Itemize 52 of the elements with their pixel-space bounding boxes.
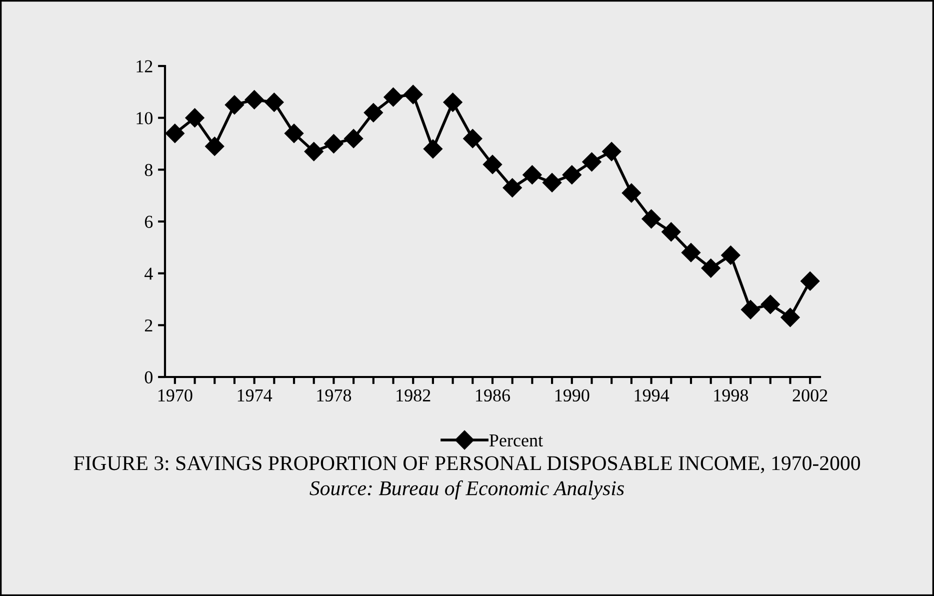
point <box>502 178 522 198</box>
point <box>780 308 800 327</box>
point <box>344 129 364 148</box>
point <box>602 142 622 162</box>
y-tick-label: 10 <box>136 112 153 124</box>
point <box>284 124 304 143</box>
x-tick-label: 1986 <box>476 389 510 402</box>
point <box>443 92 462 112</box>
point <box>185 108 204 128</box>
y-tick-label: 6 <box>144 216 153 228</box>
point <box>264 92 284 112</box>
point <box>662 222 681 242</box>
text: FIGURE 3: SAVINGS PROPORTION OF PERSONAL DISPOSABLE INCOME, 1970-2000 <box>74 456 860 474</box>
y-tick-label: 2 <box>144 319 152 332</box>
x-tick-label: 1974 <box>238 389 272 402</box>
point <box>800 272 820 291</box>
point <box>642 209 661 228</box>
point <box>760 294 780 314</box>
legend-label: Percent <box>489 434 543 446</box>
point <box>205 136 224 156</box>
point <box>324 134 344 154</box>
point <box>622 183 641 203</box>
point <box>244 90 264 110</box>
x-tick-label: 1990 <box>555 389 590 402</box>
point <box>740 300 760 320</box>
point <box>304 142 324 162</box>
x-tick-label: 1994 <box>634 389 670 402</box>
point <box>482 154 502 174</box>
y-tick-label: 8 <box>144 164 153 176</box>
x-tick-label: 2002 <box>792 389 828 402</box>
point <box>463 129 482 148</box>
point <box>522 165 542 184</box>
x-tick-label: 1998 <box>714 389 748 402</box>
source-note: Source: Bureau of Economic Analysis <box>310 480 624 500</box>
point <box>224 95 244 114</box>
point <box>701 258 720 278</box>
point <box>364 103 383 122</box>
x-tick-label: 1982 <box>396 389 430 402</box>
point <box>681 243 701 262</box>
x-tick-label: 1978 <box>317 389 352 402</box>
point <box>165 124 184 143</box>
y-tick-label: 0 <box>144 371 153 384</box>
y-tick-label: 4 <box>144 268 153 280</box>
y-tick-label: 12 <box>136 60 152 72</box>
point <box>404 84 423 104</box>
point <box>384 88 403 107</box>
point <box>423 139 442 158</box>
point <box>542 173 562 192</box>
x-tick-label: 1970 <box>158 389 192 402</box>
point <box>582 152 602 172</box>
point <box>721 246 740 265</box>
point <box>562 165 582 184</box>
